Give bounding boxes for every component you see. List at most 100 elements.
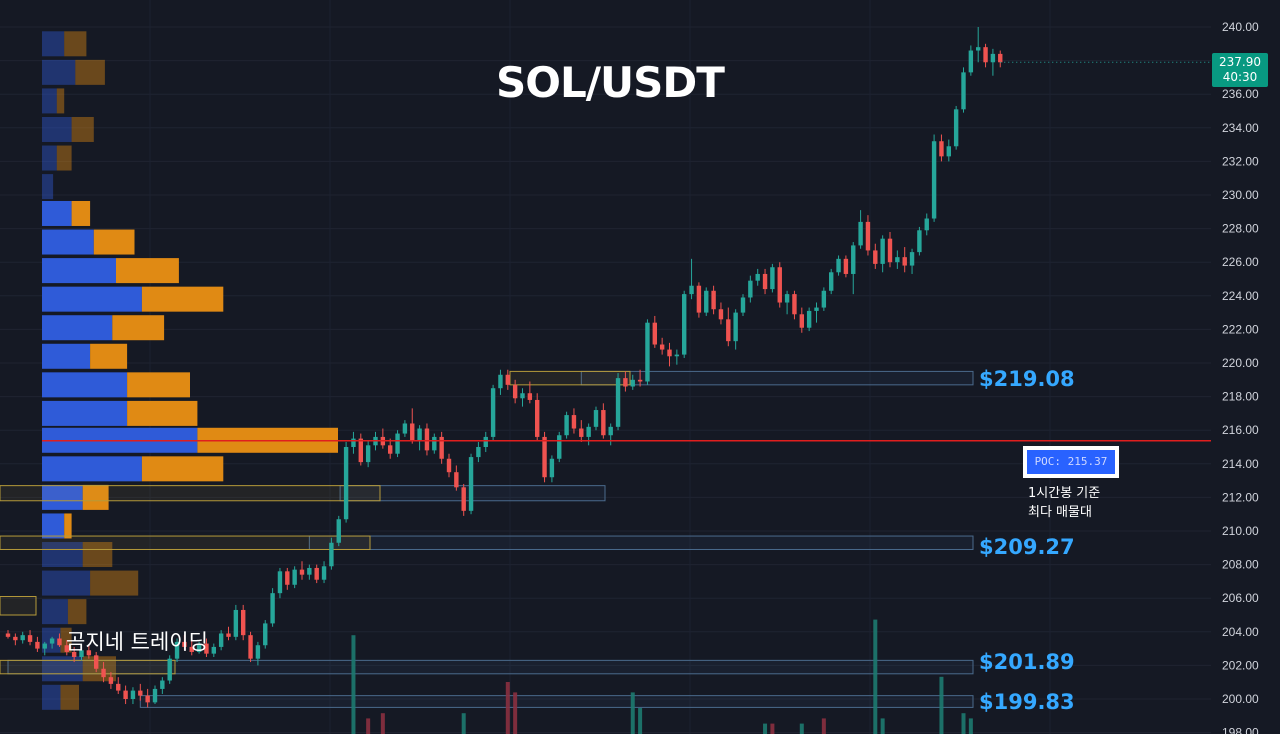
candle-body — [726, 319, 731, 342]
candle-body — [704, 290, 709, 313]
volume-bar — [939, 676, 944, 734]
volume-profile-buy-bar — [42, 513, 65, 539]
candle-body — [939, 141, 944, 157]
candle-body — [57, 638, 62, 646]
candle-body — [880, 238, 885, 264]
candle-body — [248, 635, 253, 659]
volume-profile-sell-bar — [64, 513, 72, 539]
candle-body — [784, 294, 790, 303]
candle-body — [674, 354, 680, 357]
candle-body — [858, 221, 863, 246]
candle-body — [902, 257, 907, 266]
candle-body — [336, 519, 341, 543]
candle-body — [535, 399, 540, 437]
volume-bar — [968, 718, 973, 734]
candle-body — [887, 238, 893, 263]
candle-body — [630, 379, 635, 387]
last-price-tag: 237.90 40:30 — [1212, 53, 1268, 87]
volume-profile-sell-bar — [71, 200, 91, 226]
candle-body — [71, 651, 77, 657]
candle-body — [307, 567, 312, 575]
candle-body — [174, 641, 180, 659]
candle-body — [454, 472, 459, 488]
candle-body — [645, 322, 650, 382]
candle-body — [733, 312, 738, 342]
level-zone — [308, 535, 974, 550]
candle-body — [909, 252, 915, 266]
volume-profile-buy-bar — [42, 229, 94, 255]
candle-body — [777, 267, 782, 303]
candle-body — [829, 272, 834, 291]
candle-body — [241, 609, 246, 636]
candle-body — [564, 415, 569, 436]
volume-bar — [763, 723, 768, 734]
volume-profile-sell-bar — [127, 400, 198, 426]
volume-profile-buy-bar — [42, 542, 83, 568]
y-tick-label: 220.00 — [1222, 356, 1259, 370]
candle-body — [637, 379, 643, 382]
volume-profile-sell-bar — [82, 484, 109, 510]
candle-body — [998, 53, 1003, 63]
y-tick-label: 234.00 — [1222, 121, 1259, 135]
candle-body — [446, 458, 452, 473]
y-tick-label: 216.00 — [1222, 423, 1259, 437]
level-label-1: $219.08 — [979, 367, 1075, 391]
candle-body — [49, 638, 55, 644]
candle-body — [424, 428, 430, 451]
volume-profile-buy-bar — [42, 145, 57, 171]
poc-label: POC: 215.37 — [1027, 450, 1115, 474]
volume-profile-sell-bar — [112, 315, 165, 341]
candle-body — [917, 230, 922, 253]
candle-body — [542, 436, 547, 478]
candle-body — [277, 571, 283, 594]
y-tick-label: 204.00 — [1222, 625, 1259, 639]
candle-body — [20, 635, 25, 641]
volume-bar — [505, 682, 510, 734]
volume-bar — [630, 692, 635, 734]
candle-body — [410, 423, 415, 441]
y-tick-label: 240.00 — [1222, 20, 1259, 34]
y-tick-label: 206.00 — [1222, 591, 1259, 605]
candle-body — [895, 257, 900, 263]
candle-body — [689, 285, 694, 295]
y-tick-label: 212.00 — [1222, 490, 1259, 504]
volume-profile-buy-bar — [42, 59, 76, 85]
candle-body — [843, 258, 849, 274]
y-tick-label: 210.00 — [1222, 524, 1259, 538]
level-zone — [139, 695, 974, 708]
candle-body — [505, 374, 510, 385]
volume-bar — [366, 718, 371, 734]
volume-profile-buy-bar — [42, 174, 54, 200]
volume-bar — [351, 635, 356, 734]
volume-bar — [461, 713, 466, 734]
candle-body — [961, 72, 966, 110]
candle-body — [498, 374, 503, 389]
candle-body — [417, 428, 422, 441]
candle-body — [388, 445, 393, 454]
volume-profile-buy-bar — [42, 286, 142, 312]
candle-body — [968, 50, 974, 73]
level-label-2: $209.27 — [979, 535, 1075, 559]
volume-profile-sell-bar — [60, 627, 72, 653]
candle-body — [490, 388, 496, 437]
candle-body — [27, 635, 33, 642]
candle-body — [821, 290, 827, 308]
volume-profile-buy-bar — [42, 200, 72, 226]
candle-body — [13, 636, 18, 641]
volume-profile-sell-bar — [141, 456, 224, 482]
volume-profile-buy-bar — [42, 372, 128, 398]
candle-body — [586, 426, 591, 437]
volume-bar — [770, 723, 775, 734]
candle-body — [873, 250, 878, 264]
candle-body — [152, 688, 158, 703]
candle-body — [748, 280, 753, 298]
candle-body — [667, 349, 672, 357]
volume-profile-sell-bar — [127, 372, 190, 398]
y-tick-label: 224.00 — [1222, 289, 1259, 303]
candle-body — [851, 245, 856, 274]
bar-countdown: 40:30 — [1222, 70, 1258, 84]
candle-body — [557, 435, 562, 459]
candle-body — [189, 646, 194, 652]
volume-bar — [799, 723, 804, 734]
